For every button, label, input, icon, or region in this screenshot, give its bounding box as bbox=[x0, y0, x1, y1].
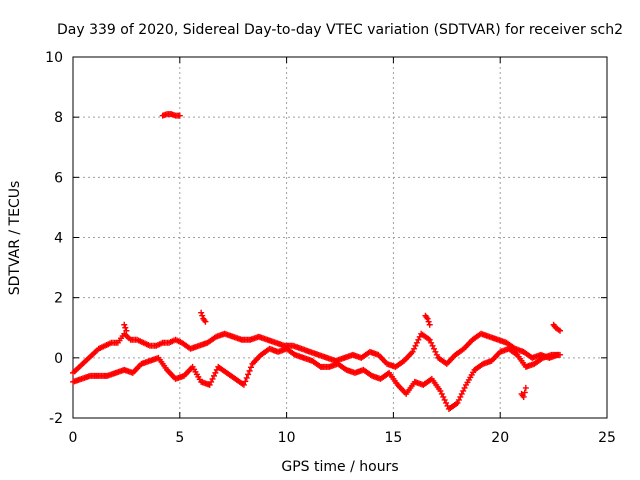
y-tick-label: 10 bbox=[45, 50, 63, 66]
data-point bbox=[122, 324, 129, 331]
data-point bbox=[198, 309, 205, 316]
data-point bbox=[438, 390, 445, 397]
data-point bbox=[520, 393, 527, 400]
x-tick-label: 20 bbox=[491, 430, 509, 446]
data-point bbox=[245, 371, 252, 378]
data-point bbox=[455, 396, 462, 403]
data-point bbox=[208, 378, 215, 385]
axis-ticks: 0 5 10 15 20 25 -2 0 2 4 6 8 10 bbox=[45, 50, 616, 446]
data-point bbox=[432, 348, 439, 355]
data-point bbox=[428, 339, 435, 346]
data-point bbox=[202, 318, 209, 325]
data-point bbox=[206, 381, 213, 388]
data-point bbox=[443, 399, 450, 406]
data-point bbox=[458, 390, 465, 397]
data-point bbox=[521, 389, 528, 396]
data-point bbox=[412, 342, 419, 349]
data-point bbox=[409, 348, 416, 355]
x-axis-label: GPS time / hours bbox=[281, 459, 398, 475]
y-tick-label: 2 bbox=[54, 291, 63, 307]
series-outlier bbox=[159, 111, 183, 119]
y-tick-label: 0 bbox=[54, 351, 63, 367]
data-point bbox=[426, 321, 433, 328]
y-axis-label: SDTVAR / TECUs bbox=[7, 181, 23, 296]
data-point bbox=[411, 345, 418, 352]
data-point bbox=[121, 321, 128, 328]
data-point bbox=[413, 339, 420, 346]
y-tick-label: 8 bbox=[54, 110, 63, 126]
x-tick-label: 10 bbox=[278, 430, 296, 446]
y-tick-label: 6 bbox=[54, 170, 63, 186]
chart-title: Day 339 of 2020, Sidereal Day-to-day VTE… bbox=[57, 22, 623, 38]
data-point bbox=[441, 396, 448, 403]
data-points bbox=[70, 111, 564, 412]
data-point bbox=[430, 345, 437, 352]
data-point bbox=[123, 327, 130, 334]
data-point bbox=[240, 381, 247, 388]
data-point bbox=[557, 327, 564, 334]
series-spikes bbox=[121, 309, 564, 400]
series-lower bbox=[70, 345, 564, 412]
data-point bbox=[557, 351, 564, 358]
data-point bbox=[426, 336, 433, 343]
data-point bbox=[246, 367, 253, 374]
data-point bbox=[176, 112, 183, 119]
data-point bbox=[424, 315, 431, 322]
data-point bbox=[437, 387, 444, 394]
data-point bbox=[454, 399, 461, 406]
data-point bbox=[243, 374, 250, 381]
data-point bbox=[461, 384, 468, 391]
data-point bbox=[425, 318, 432, 325]
x-tick-label: 15 bbox=[384, 430, 402, 446]
data-point bbox=[440, 393, 447, 400]
series-upper bbox=[70, 330, 561, 376]
data-point bbox=[210, 372, 217, 379]
data-point bbox=[460, 387, 467, 394]
data-point bbox=[209, 375, 216, 382]
x-tick-label: 0 bbox=[69, 430, 78, 446]
data-point bbox=[429, 342, 436, 349]
y-tick-label: -2 bbox=[49, 411, 63, 427]
x-tick-label: 5 bbox=[175, 430, 184, 446]
y-tick-label: 4 bbox=[54, 231, 63, 247]
data-point bbox=[199, 312, 206, 319]
data-point bbox=[212, 369, 219, 376]
data-point bbox=[457, 393, 464, 400]
x-tick-label: 25 bbox=[598, 430, 616, 446]
data-point bbox=[248, 364, 254, 371]
data-point bbox=[242, 378, 249, 385]
data-point bbox=[522, 384, 529, 391]
data-point bbox=[433, 351, 440, 358]
data-point bbox=[415, 336, 422, 343]
